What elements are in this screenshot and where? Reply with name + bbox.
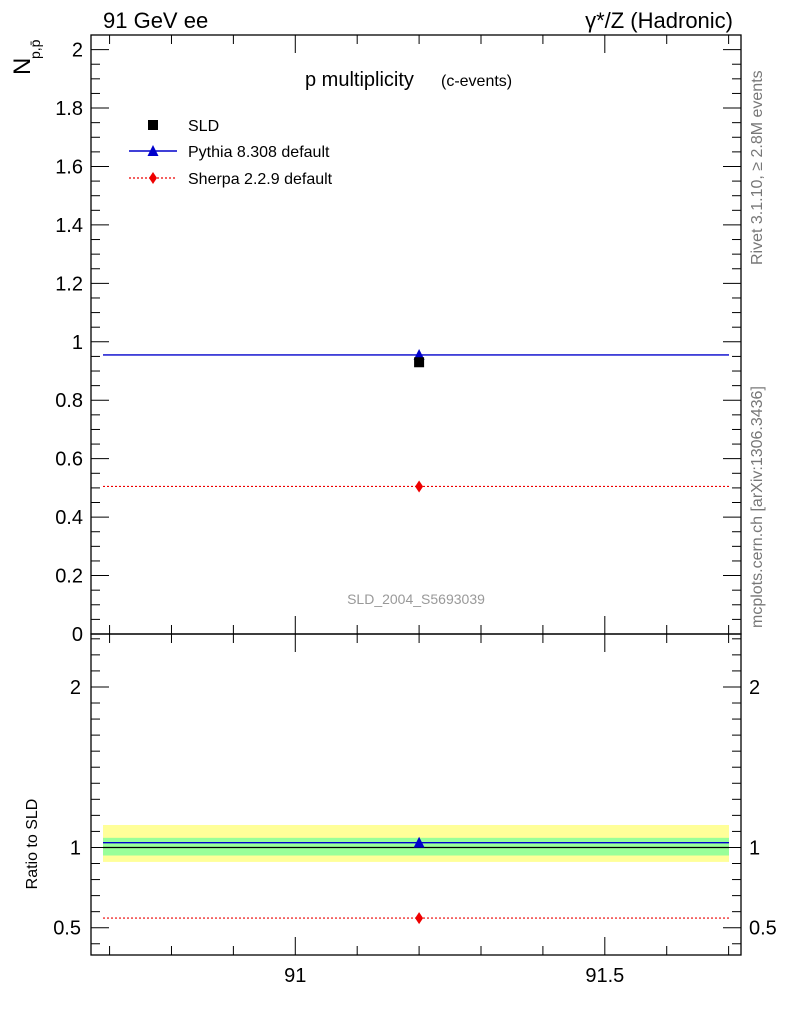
sld-point <box>414 357 425 368</box>
title-main: p multiplicity <box>305 69 414 91</box>
main-y-tick-label: 2 <box>72 40 83 62</box>
ratio-pythia-point <box>413 836 425 848</box>
main-y-tick-label: 1.8 <box>55 98 83 120</box>
ratio-x-tick-label: 91 <box>284 965 306 987</box>
legend-sherpa-marker <box>149 172 157 184</box>
main-y-tick-label: 1.6 <box>55 156 83 178</box>
main-y-tick-label: 0.8 <box>55 390 83 412</box>
axes: 0 0.2 0.4 0.6 0.8 1 1.2 1.4 1.6 1.8 2 91 91.5 0.5 0.5 1… <box>53 34 777 987</box>
plot-title: p multiplicity (c-events) <box>305 69 512 91</box>
legend: SLD Pythia 8.308 default Sherpa 2.2.9 defa… <box>129 118 333 188</box>
main-y-tick-label: 0 <box>72 624 83 646</box>
pythia-point <box>413 349 425 360</box>
ratio-y-tick-label-left: 2 <box>70 677 81 699</box>
main-ylabel: N p,p̄ <box>9 39 43 75</box>
ratio-x-tick-label: 91.5 <box>585 965 624 987</box>
main-y-tick-label: 0.6 <box>55 449 83 471</box>
ratio-y-tick-label-left: 1 <box>70 837 81 859</box>
main-ylabel-sub: p,p̄ <box>27 39 43 59</box>
ratio-y-tick-label-right: 2 <box>749 677 760 699</box>
main-y-tick-label: 0.4 <box>55 507 83 529</box>
header-left: 91 GeV ee <box>103 8 208 33</box>
legend-pythia-label: Pythia 8.308 default <box>188 144 330 161</box>
ratio-series <box>103 836 729 925</box>
ratio-sherpa-point <box>415 912 424 925</box>
ratio-y-tick-label-left: 0.5 <box>53 918 81 940</box>
header-right: γ*/Z (Hadronic) <box>585 8 733 33</box>
legend-sherpa-label: Sherpa 2.2.9 default <box>188 171 333 188</box>
legend-pythia-marker <box>147 145 159 156</box>
ratio-frame <box>90 633 742 956</box>
legend-sld-label: SLD <box>188 118 219 135</box>
main-ylabel-n: N <box>9 58 36 75</box>
main-series <box>103 349 729 493</box>
main-y-tick-label: 1 <box>72 332 83 354</box>
main-y-tick-label: 1.4 <box>55 215 83 237</box>
analysis-watermark: SLD_2004_S5693039 <box>347 591 485 607</box>
ratio-y-tick-label-right: 0.5 <box>749 918 777 940</box>
rivet-label: Rivet 3.1.10, ≥ 2.8M events <box>749 70 766 265</box>
mcplots-label: mcplots.cern.ch [arXiv:1306.3436] <box>749 386 766 628</box>
main-y-tick-label: 0.2 <box>55 566 83 588</box>
title-sub: (c-events) <box>441 73 512 90</box>
sherpa-point <box>415 480 424 493</box>
legend-sld-marker <box>148 120 158 130</box>
main-y-tick-label: 1.2 <box>55 273 83 295</box>
ratio-y-tick-label-right: 1 <box>749 837 760 859</box>
ratio-ylabel: Ratio to SLD <box>24 799 41 890</box>
